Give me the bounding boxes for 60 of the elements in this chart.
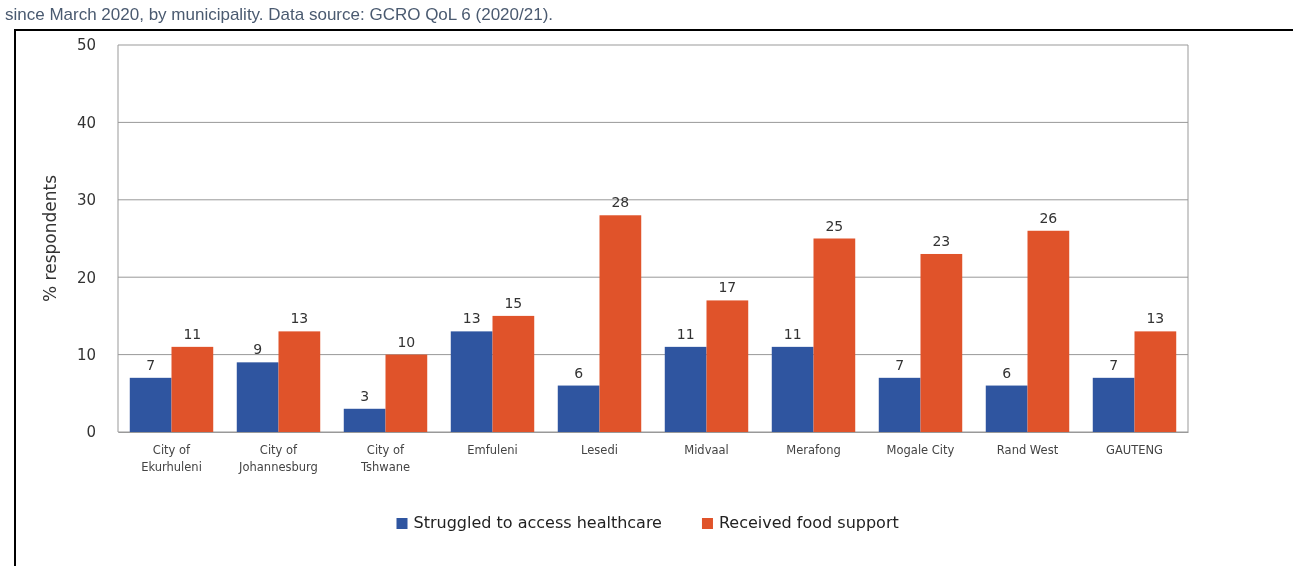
bar [599,215,642,432]
x-tick-label: City of Tshwane [359,443,411,474]
x-tick-label: City of Johannesburg [238,443,318,474]
data-label: 7 [146,356,156,373]
y-tick-label: 30 [76,191,96,210]
data-label: 10 [397,333,416,350]
data-label: 23 [932,232,951,249]
bar [878,377,921,432]
data-label: 28 [611,194,630,211]
bar [985,385,1028,432]
x-tick-label: City of Ekurhuleni [141,443,202,474]
data-label: 6 [1002,364,1012,381]
bar [171,346,214,432]
legend-label: Received food support [718,513,899,532]
x-tick-label: Midvaal [684,443,729,457]
bar [1134,331,1177,432]
y-tick-label: 50 [76,36,96,55]
x-tick-label: GAUTENG [1105,443,1164,457]
data-label: 7 [895,356,905,373]
bar [492,315,535,432]
y-axis-title: % respondents [40,174,60,303]
x-tick-label: Emfuleni [467,443,518,457]
bar [1092,377,1135,432]
y-tick-label: 20 [76,268,96,287]
data-label: 11 [183,325,202,342]
data-label: 17 [718,279,737,296]
bar [450,331,493,432]
data-label: 26 [1039,209,1058,226]
bar [278,331,321,432]
x-tick-label: Merafong [786,443,841,457]
bar [664,346,707,432]
x-tick-label: Mogale City [886,443,955,457]
data-label: 13 [290,310,309,327]
bar [236,362,279,432]
data-label: 13 [462,310,481,327]
bar [385,354,428,432]
data-label: 13 [1146,310,1165,327]
bar [1027,230,1070,432]
bar [706,300,749,432]
data-label: 15 [504,294,523,311]
legend-label: Struggled to access healthcare [413,513,662,532]
data-label: 11 [676,325,695,342]
bar [557,385,600,432]
text: since March 2020, by municipality. Data source: GCRO QoL 6 (2020/21). [5,5,554,24]
x-tick-label: Lesedi [581,443,618,457]
bar [813,238,856,432]
data-label: 7 [1109,356,1119,373]
data-label: 25 [825,217,844,234]
y-tick-label: 0 [86,423,96,442]
bar [771,346,814,432]
data-label: 11 [783,325,802,342]
bar [343,408,386,432]
data-label: 3 [360,387,370,404]
data-label: 6 [574,364,584,381]
y-tick-label: 10 [76,345,96,364]
y-tick-label: 40 [76,113,96,132]
bar [129,377,172,432]
x-tick-label: Rand West [996,443,1059,457]
bar [920,253,963,432]
data-label: 9 [253,341,263,358]
